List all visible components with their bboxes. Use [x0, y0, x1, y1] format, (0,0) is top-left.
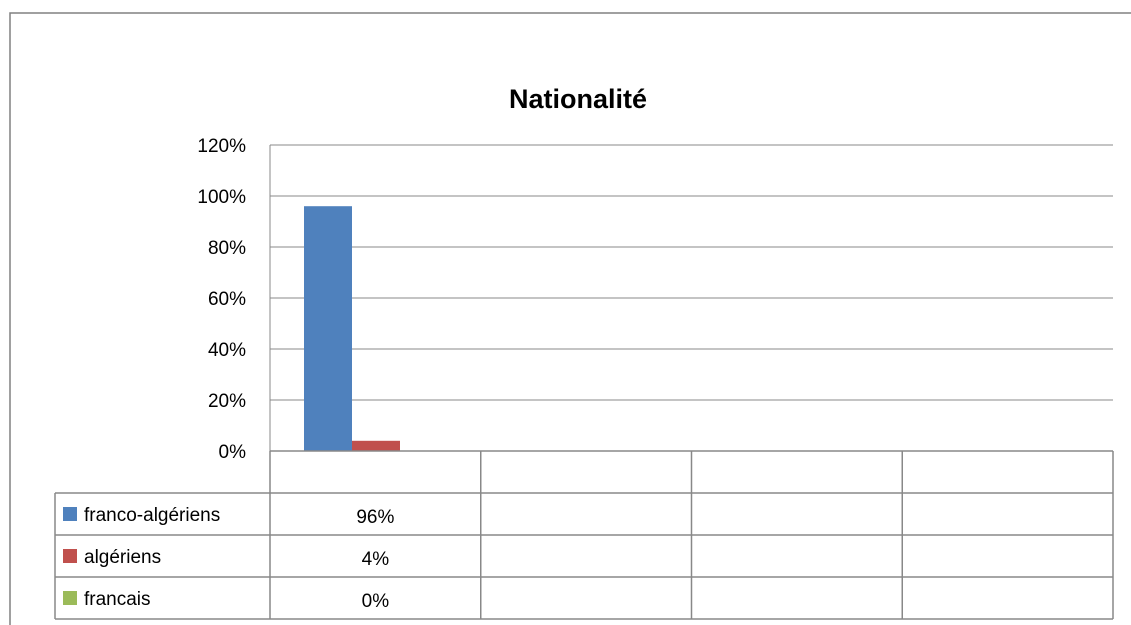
y-tick-label: 60% — [208, 289, 246, 310]
bars — [304, 206, 400, 451]
y-tick-label: 20% — [208, 391, 246, 412]
bar-franco-algériens — [304, 206, 352, 451]
y-tick-label: 80% — [208, 238, 246, 259]
legend-key — [63, 507, 77, 521]
grid-layer — [269, 144, 1113, 452]
y-tick-label: 100% — [197, 187, 246, 208]
chart-title: Nationalité — [509, 84, 647, 114]
data-label: 96% — [356, 507, 394, 528]
chart-frame — [9, 12, 1131, 625]
data-table: franco-algériens 96% algériens 4% francais 0% — [54, 450, 1114, 620]
legend-key — [63, 549, 77, 563]
legend-label: francais — [84, 589, 151, 610]
legend-label: franco-algériens — [84, 505, 220, 526]
bar-algériens — [352, 440, 400, 451]
y-axis-ticks: 120% 100% 80% 60% 40% 20% 0% — [197, 136, 246, 463]
data-label: 4% — [362, 549, 390, 570]
legend-label: algériens — [84, 547, 161, 568]
data-label: 0% — [362, 591, 390, 612]
legend-key — [63, 591, 77, 605]
y-tick-label: 40% — [208, 340, 246, 361]
y-tick-label: 0% — [219, 442, 247, 463]
y-tick-label: 120% — [197, 136, 246, 157]
